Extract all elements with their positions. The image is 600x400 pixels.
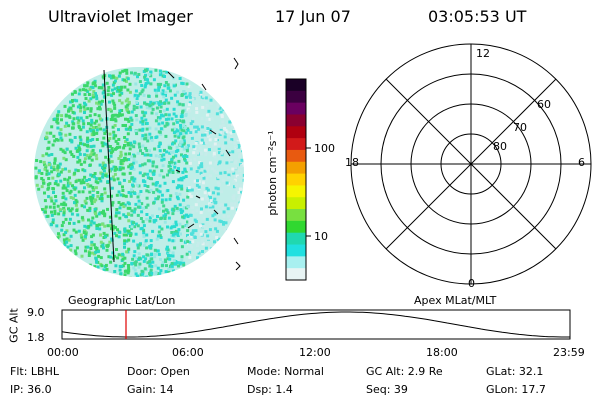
image-speckle <box>34 67 244 277</box>
lat-label-70: 70 <box>513 121 527 134</box>
colorbar-band <box>286 126 306 139</box>
colorbar-units: photon cm⁻²s⁻¹ <box>266 130 279 216</box>
colorbar-frame <box>285 78 307 281</box>
info-gc-alt: GC Alt: 2.9 Re <box>366 365 443 378</box>
colorbar-band <box>286 268 306 281</box>
colorbar-band <box>286 138 306 151</box>
colorbar-band <box>286 90 306 104</box>
colorbar-label-10: 10 <box>314 230 328 243</box>
altitude-ylabel: GC Alt <box>7 308 21 343</box>
time-tick-0: 00:00 <box>47 346 79 359</box>
info-glon: GLon: 17.7 <box>486 383 546 396</box>
colorbar-band <box>286 161 306 175</box>
apex-caption: Apex MLat/MLT <box>414 294 497 307</box>
uv-image-disc <box>34 67 244 277</box>
colorbar-label-100: 100 <box>314 142 335 155</box>
colorbar-band <box>286 102 306 116</box>
info-filter: Flt: LBHL <box>10 365 59 378</box>
colorbar-band <box>286 79 306 92</box>
meridian-line <box>103 69 115 263</box>
time-tick-2: 12:00 <box>299 346 331 359</box>
time-tick-1: 06:00 <box>172 346 204 359</box>
header-date: 17 Jun 07 <box>275 7 351 26</box>
colorbar-band <box>286 185 306 198</box>
mlt-label-12: 12 <box>476 47 490 60</box>
lat-label-80: 80 <box>493 140 507 153</box>
app-title: Ultraviolet Imager <box>48 7 193 26</box>
mlt-label-18: 18 <box>345 156 359 169</box>
mlt-label-6: 6 <box>578 156 585 169</box>
info-door: Door: Open <box>127 365 190 378</box>
colorbar-band <box>286 244 306 257</box>
altitude-plot-frame <box>61 309 571 340</box>
colorbar-band <box>286 197 306 210</box>
colorbar-band <box>286 149 306 163</box>
colorbar-band <box>286 209 306 222</box>
time-tick-3: 18:00 <box>426 346 458 359</box>
polar-grid <box>350 43 592 285</box>
intensity-colorbar <box>286 79 306 281</box>
colorbar-band <box>286 220 306 234</box>
altitude-curve <box>61 311 570 338</box>
colorbar-band <box>286 173 306 187</box>
altitude-ytick-top: 9.0 <box>27 306 45 319</box>
time-tick-4: 23:59 <box>553 346 585 359</box>
colorbar-band <box>286 114 306 127</box>
info-seq: Seq: 39 <box>366 383 408 396</box>
colorbar-band <box>286 232 306 246</box>
info-ip: IP: 36.0 <box>10 383 52 396</box>
info-mode: Mode: Normal <box>247 365 324 378</box>
mlt-label-0: 0 <box>468 277 475 290</box>
lat-label-60: 60 <box>537 98 551 111</box>
info-gain: Gain: 14 <box>127 383 174 396</box>
info-glat: GLat: 32.1 <box>486 365 544 378</box>
header-time: 03:05:53 UT <box>428 7 527 26</box>
altitude-ytick-bottom: 1.8 <box>27 331 45 344</box>
info-dsp: Dsp: 1.4 <box>247 383 293 396</box>
geographic-caption: Geographic Lat/Lon <box>68 294 176 307</box>
coastline-marks <box>167 57 241 271</box>
colorbar-band <box>286 256 306 269</box>
